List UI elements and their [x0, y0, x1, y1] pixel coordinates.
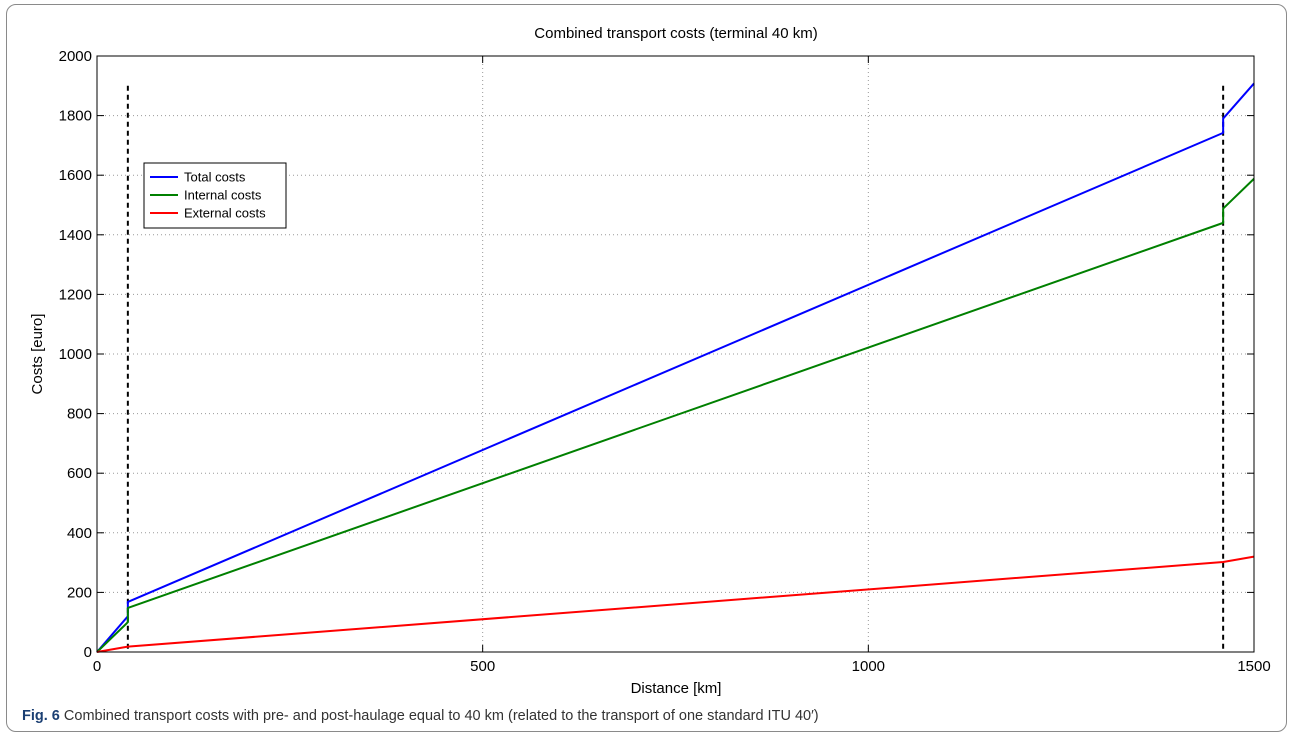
- axis-ticks: 0 500 1000 1500 0 200 400 600 800 1000 1200 1400 160…: [59, 48, 1271, 675]
- legend-entry-total: Total costs: [150, 170, 246, 185]
- legend-label-external: External costs: [184, 206, 266, 221]
- legend: Total costs Internal costs External cost…: [143, 162, 287, 229]
- y-tick-label: 1600: [59, 167, 92, 184]
- y-tick-label: 1200: [59, 286, 92, 303]
- caption-text: Combined transport costs with pre- and p…: [63, 708, 819, 724]
- series-internal-costs: [96, 178, 1255, 653]
- y-tick-label: 1400: [59, 227, 92, 244]
- y-axis-label: Costs [euro]: [29, 314, 46, 395]
- x-tick-label: 1500: [1237, 658, 1270, 675]
- y-tick-label: 2000: [59, 48, 92, 65]
- plot-area-border: [96, 55, 1255, 653]
- legend-label-total: Total costs: [184, 170, 246, 185]
- x-tick-label: 0: [93, 658, 101, 675]
- grid: [97, 56, 1254, 652]
- series-external-costs: [96, 555, 1255, 653]
- x-axis-label: Distance [km]: [631, 680, 722, 697]
- legend-label-internal: Internal costs: [184, 188, 262, 203]
- x-tick-label: 1000: [852, 658, 885, 675]
- legend-entry-external: External costs: [150, 206, 266, 221]
- chart-title: Combined transport costs (terminal 40 km…: [534, 25, 817, 42]
- y-tick-label: 400: [67, 525, 92, 542]
- vertical-markers: [126, 85, 1225, 652]
- x-tick-label: 500: [470, 658, 495, 675]
- y-tick-label: 200: [67, 584, 92, 601]
- y-tick-label: 600: [67, 465, 92, 482]
- series-lines: [96, 82, 1255, 653]
- figure-caption: Fig. 6 Combined transport costs with pre…: [22, 708, 819, 724]
- caption-label: Fig. 6: [22, 708, 60, 724]
- legend-entry-internal: Internal costs: [150, 188, 262, 203]
- y-tick-label: 800: [67, 406, 92, 423]
- figure-frame: [6, 4, 1287, 732]
- y-tick-label: 1000: [59, 346, 92, 363]
- series-total-costs: [96, 82, 1255, 653]
- y-tick-label: 1800: [59, 108, 92, 125]
- y-tick-label: 0: [84, 644, 92, 661]
